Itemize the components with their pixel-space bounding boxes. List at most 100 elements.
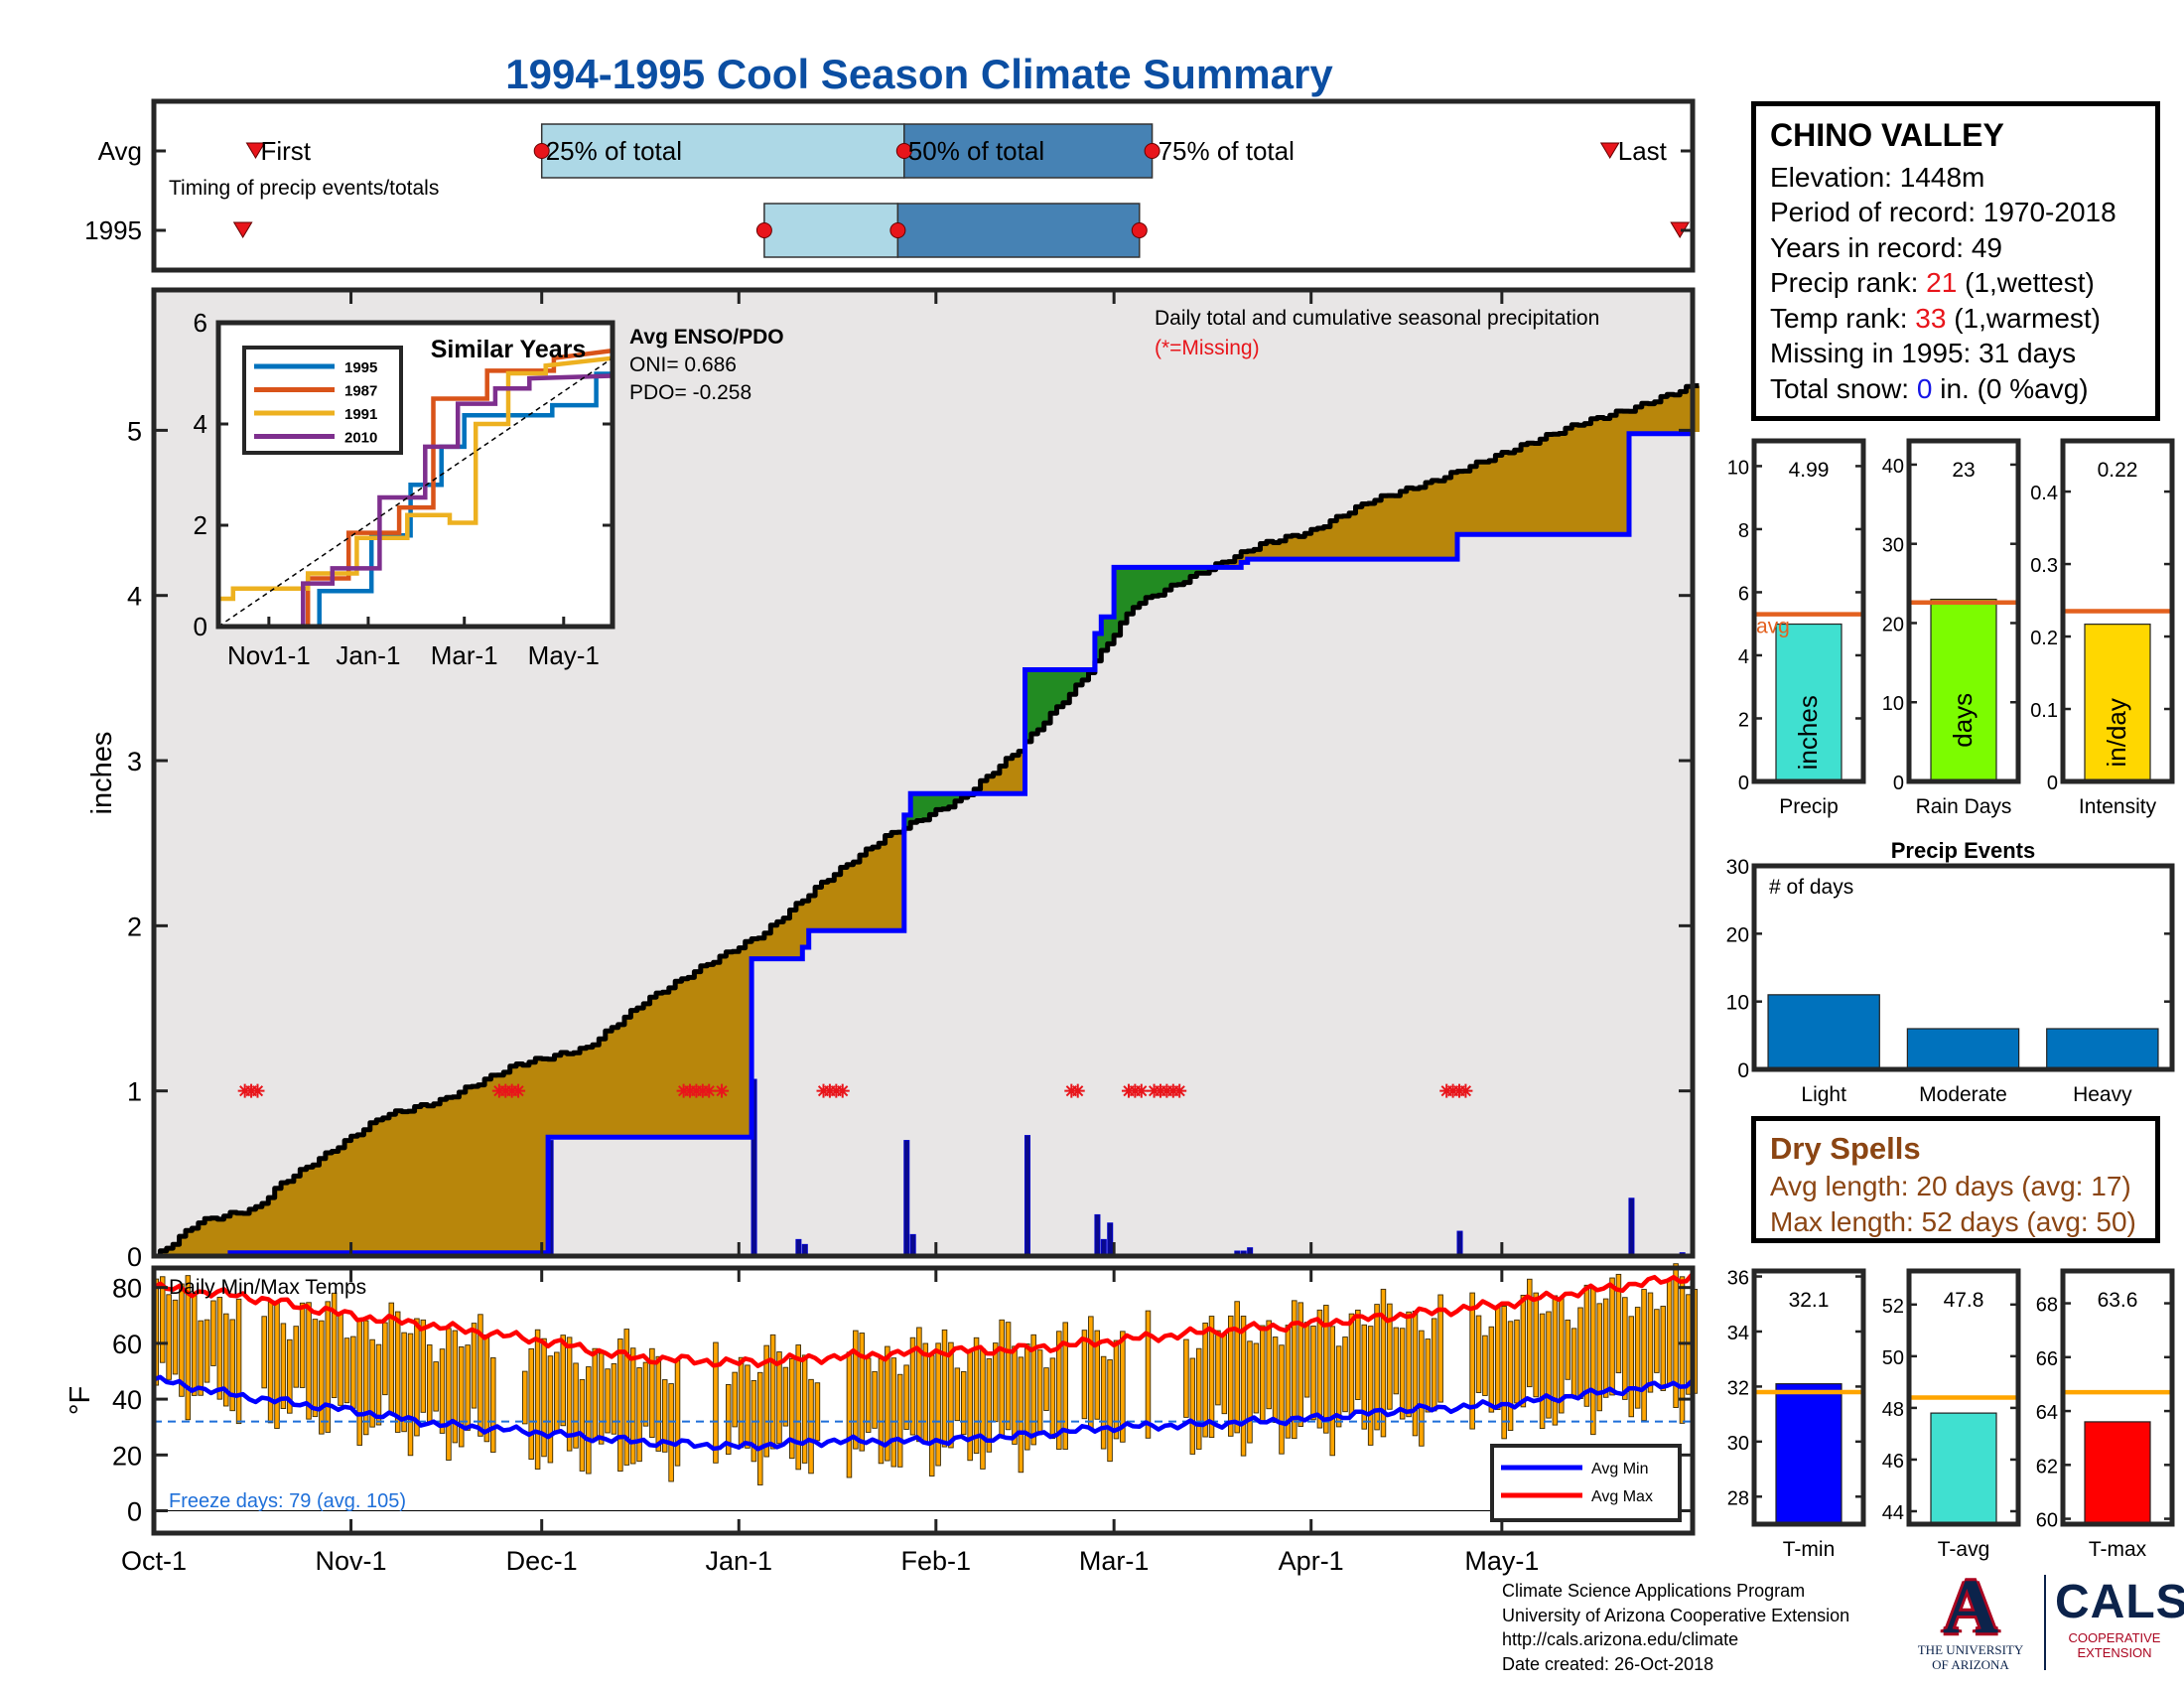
x-axis-tick-label: Dec-1	[506, 1546, 578, 1576]
inset-x-tick-label: Jan-1	[336, 640, 400, 670]
mini-panel-frame	[1906, 438, 2021, 784]
x-axis-tick-label: Mar-1	[1079, 1546, 1150, 1576]
daily-temp-range-bar	[801, 1354, 808, 1464]
timing-row-label-Avg: Avg	[98, 136, 142, 166]
average-cumulative-line	[154, 383, 1700, 1259]
total-snow: Total snow: 0 in. (0 %avg)	[1770, 372, 2089, 404]
timing-bar-q25-q50-Avg	[540, 123, 905, 179]
daily-temp-range-bar	[1596, 1303, 1602, 1412]
precip-y-tick-label: 4	[127, 582, 142, 612]
daily-temp-range-bar	[1494, 1306, 1501, 1411]
mini-x-label: T-avg	[1938, 1538, 1990, 1561]
daily-temp-range-bar	[617, 1338, 623, 1473]
daily-temp-range-bar	[312, 1319, 319, 1418]
mini-unit-label: inches	[1793, 695, 1823, 770]
daily-temp-range-bar	[795, 1344, 801, 1471]
x-axis-tick-label: Jan-1	[705, 1546, 772, 1576]
daily-temp-range-bar	[534, 1329, 541, 1470]
university-of-arizona-logo: A THE UNIVERSITY OF ARIZONA	[1916, 1568, 2025, 1673]
daily-precip-bar	[1094, 1213, 1101, 1257]
daily-temp-range-bar	[554, 1351, 560, 1433]
station-info-box: CHINO VALLEY Elevation: 1448m Period of …	[1751, 101, 2160, 421]
timing-panel-frame	[151, 98, 1696, 273]
daily-temp-range-bar	[229, 1319, 235, 1412]
daily-temp-range-bar	[478, 1314, 483, 1437]
daily-temp-range-bar	[592, 1347, 599, 1442]
daily-temp-range-bar	[725, 1384, 732, 1455]
daily-temp-range-bar	[343, 1337, 350, 1404]
mini-y-tick-label: 52	[1882, 1296, 1904, 1318]
daily-temp-range-bar	[872, 1370, 878, 1429]
elevation: Elevation: 1448m	[1770, 161, 1985, 193]
daily-temp-range-bar	[331, 1292, 338, 1399]
freeze-days-label: Freeze days: 79 (avg. 105)	[169, 1490, 406, 1512]
mini-x-label: Precip	[1779, 795, 1839, 818]
daily-temp-range-bar	[1647, 1292, 1654, 1393]
daily-temp-range-bar	[223, 1313, 229, 1407]
daily-temp-range-bar	[1482, 1335, 1488, 1396]
daily-temp-range-bar	[490, 1357, 496, 1453]
mini-y-tick-label: 0.4	[2030, 483, 2058, 504]
temp-rank-value: 33	[1915, 302, 1947, 334]
x-axis-tick-label: May-1	[1464, 1546, 1539, 1576]
mini-bar-intensity	[2084, 624, 2151, 782]
mini-average-label: avg	[1756, 616, 1790, 638]
daily-temp-range-bar	[935, 1342, 941, 1467]
daily-temp-range-bar	[166, 1294, 172, 1380]
daily-temp-range-bar	[1012, 1345, 1018, 1445]
x-axis-tick-label: Nov-1	[316, 1546, 387, 1576]
daily-temp-range-bar	[732, 1371, 738, 1428]
daily-temp-range-bar	[1361, 1324, 1368, 1430]
mini-y-tick-label: 34	[1727, 1323, 1749, 1344]
daily-temp-range-bar	[1399, 1328, 1406, 1420]
mini-value-label: 63.6	[2098, 1289, 2138, 1312]
daily-temp-range-bar	[1654, 1309, 1660, 1373]
event-y-tick-label: 10	[1726, 992, 1749, 1015]
daily-temp-range-bar	[350, 1336, 356, 1409]
similar-years-title: Similar Years	[431, 336, 587, 363]
daily-temp-range-bar	[611, 1362, 617, 1435]
daily-temp-range-bar	[885, 1345, 890, 1462]
daily-temp-range-bar	[1310, 1326, 1316, 1421]
avg-max-temp-line	[152, 1272, 1695, 1368]
daily-temp-range-bar	[198, 1320, 204, 1396]
daily-temp-range-bar	[185, 1275, 192, 1421]
event-category-label: Light	[1801, 1083, 1846, 1106]
precip-events-ylabel: # of days	[1769, 876, 1853, 899]
timing-marker-q75-1995	[1131, 222, 1148, 238]
missing-day-marker	[1134, 1083, 1149, 1098]
missing-day-marker	[1458, 1083, 1473, 1098]
footer-program: Climate Science Applications Program	[1502, 1581, 1806, 1601]
daily-temp-range-bar	[1431, 1318, 1437, 1412]
legend-label-avg-max: Avg Max	[1591, 1488, 1653, 1505]
daily-temp-range-bar	[1380, 1288, 1387, 1438]
mini-y-tick-label: 10	[1882, 693, 1904, 715]
timing-row-label-1995: 1995	[84, 215, 142, 245]
daily-temp-range-bar	[471, 1323, 478, 1409]
event-y-tick-label: 0	[1737, 1059, 1749, 1082]
daily-precip-bar	[1456, 1230, 1463, 1257]
inset-x-tick-label: Nov1-1	[227, 640, 311, 670]
daily-temp-range-bar	[1666, 1279, 1673, 1386]
inset-y-tick-label: 2	[194, 510, 207, 540]
daily-temp-range-bar	[642, 1361, 649, 1427]
daily-temp-range-bar	[776, 1351, 782, 1445]
legend-label-avg-min: Avg Min	[1591, 1461, 1649, 1477]
daily-temp-range-bar	[763, 1344, 769, 1458]
daily-temp-range-bar	[528, 1347, 534, 1461]
daily-temp-range-bar	[916, 1327, 922, 1443]
daily-temp-range-bar	[287, 1338, 293, 1414]
daily-temp-range-bar	[1475, 1315, 1482, 1393]
daily-temp-range-bar	[1342, 1336, 1348, 1413]
mini-panel-frame	[2060, 1268, 2175, 1527]
similar-year-line-1995	[218, 371, 613, 630]
timing-label-q50: 50% of total	[908, 136, 1044, 166]
temp-y-axis-label: °F	[65, 1386, 96, 1415]
enso-title: Avg ENSO/PDO	[629, 326, 784, 349]
daily-temp-range-bar	[394, 1311, 401, 1433]
mini-y-tick-label: 10	[1727, 457, 1749, 479]
ua-logo-line2: OF ARIZONA	[1932, 1657, 2009, 1672]
mini-panel-frame	[1751, 1268, 1866, 1527]
missing-day-marker	[702, 1083, 717, 1098]
footer-url[interactable]: http://cals.arizona.edu/climate	[1502, 1629, 1739, 1649]
